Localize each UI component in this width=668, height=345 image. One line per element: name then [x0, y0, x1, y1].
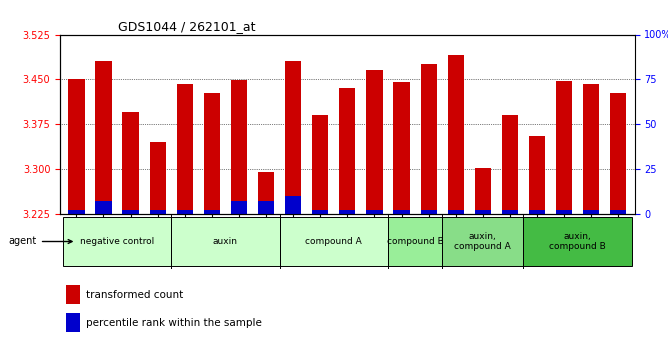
- Bar: [285, 196, 301, 214]
- Bar: [393, 82, 409, 214]
- FancyBboxPatch shape: [442, 217, 524, 266]
- Bar: [68, 210, 85, 214]
- Bar: [176, 210, 193, 214]
- Text: transformed count: transformed count: [86, 290, 183, 299]
- Bar: [231, 80, 247, 214]
- Bar: [502, 115, 518, 214]
- Bar: [393, 210, 409, 214]
- Text: auxin: auxin: [213, 237, 238, 246]
- Bar: [502, 210, 518, 214]
- Bar: [556, 81, 572, 214]
- Text: agent: agent: [9, 237, 72, 246]
- Bar: [122, 112, 139, 214]
- Bar: [258, 172, 274, 214]
- Bar: [421, 210, 437, 214]
- Text: auxin,
compound A: auxin, compound A: [454, 232, 511, 251]
- Text: percentile rank within the sample: percentile rank within the sample: [86, 318, 262, 327]
- Bar: [583, 83, 599, 214]
- Bar: [529, 210, 545, 214]
- Bar: [312, 210, 329, 214]
- Bar: [312, 115, 329, 214]
- FancyBboxPatch shape: [524, 217, 632, 266]
- Bar: [66, 313, 80, 332]
- Bar: [150, 142, 166, 214]
- Bar: [66, 285, 80, 304]
- Bar: [475, 168, 491, 214]
- Bar: [96, 201, 112, 214]
- Bar: [448, 56, 464, 214]
- Text: negative control: negative control: [80, 237, 154, 246]
- Bar: [258, 201, 274, 214]
- Text: auxin,
compound B: auxin, compound B: [549, 232, 606, 251]
- Bar: [204, 210, 220, 214]
- Bar: [366, 210, 383, 214]
- Bar: [366, 70, 383, 214]
- Bar: [122, 210, 139, 214]
- FancyBboxPatch shape: [63, 217, 171, 266]
- Bar: [285, 61, 301, 214]
- Bar: [610, 92, 627, 214]
- Bar: [583, 210, 599, 214]
- Bar: [448, 210, 464, 214]
- Bar: [231, 201, 247, 214]
- Bar: [68, 79, 85, 214]
- FancyBboxPatch shape: [171, 217, 280, 266]
- Text: compound B: compound B: [387, 237, 444, 246]
- Bar: [475, 210, 491, 214]
- Bar: [339, 210, 355, 214]
- Bar: [421, 65, 437, 214]
- Bar: [610, 210, 627, 214]
- Bar: [96, 61, 112, 214]
- Bar: [556, 210, 572, 214]
- FancyBboxPatch shape: [280, 217, 388, 266]
- Text: compound A: compound A: [305, 237, 362, 246]
- Bar: [176, 83, 193, 214]
- Bar: [150, 210, 166, 214]
- Bar: [204, 92, 220, 214]
- FancyBboxPatch shape: [388, 217, 442, 266]
- Bar: [529, 136, 545, 214]
- Bar: [339, 88, 355, 214]
- Text: GDS1044 / 262101_at: GDS1044 / 262101_at: [118, 20, 255, 33]
